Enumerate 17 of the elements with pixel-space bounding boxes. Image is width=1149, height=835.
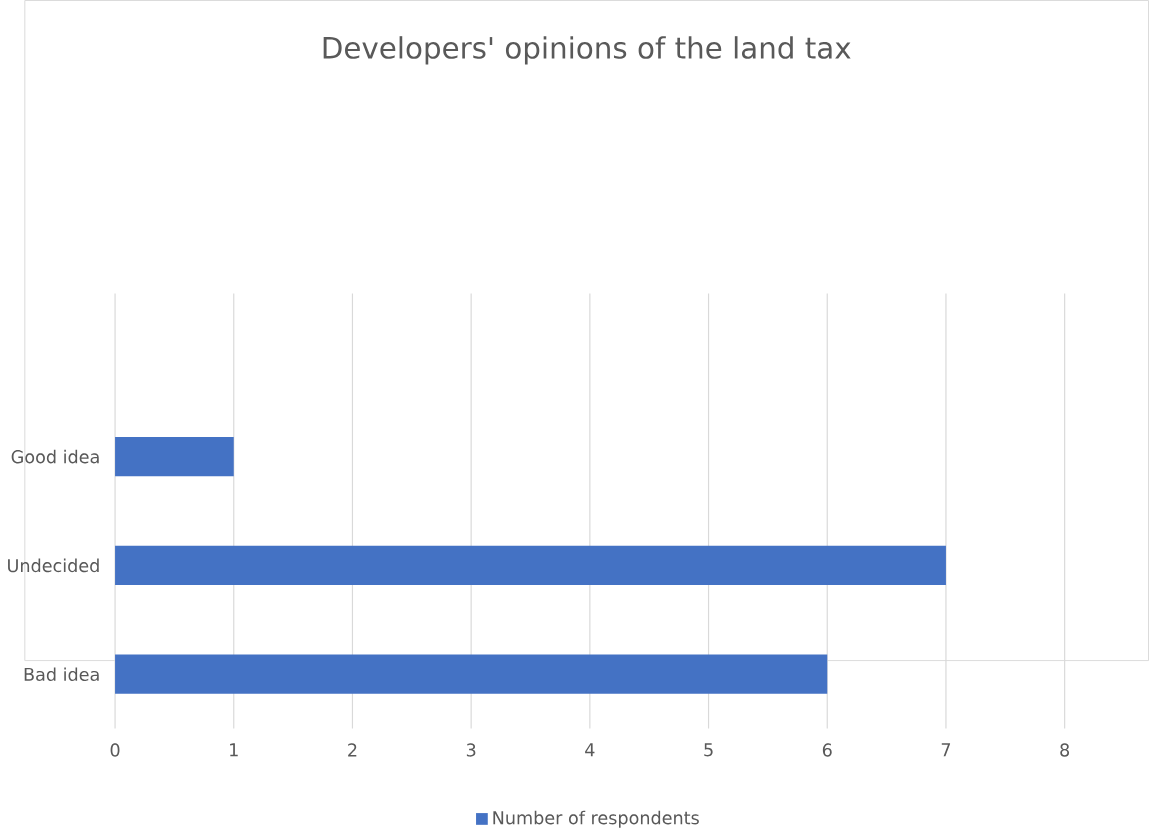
x-tick-label: 5 (704, 743, 713, 757)
x-tick-label: 7 (941, 743, 951, 757)
x-tick-label: 1 (230, 743, 238, 757)
x-tick-label: 2 (348, 743, 357, 757)
legend-label: Number of respondents (493, 810, 699, 828)
x-tick-label: 8 (1060, 743, 1070, 757)
x-tick-label: 3 (466, 743, 476, 757)
y-tick-label: Bad idea (24, 667, 99, 682)
y-tick-label: Undecided (8, 558, 99, 573)
x-tick-label: 0 (110, 743, 120, 757)
chart-title: Developers' opinions of the land tax (323, 36, 851, 65)
x-tick-label: 4 (585, 743, 595, 757)
bar (115, 545, 946, 586)
x-tick-label: 6 (822, 743, 832, 757)
bar (115, 437, 234, 477)
y-tick-label: Good idea (11, 449, 99, 464)
bar (115, 654, 828, 694)
